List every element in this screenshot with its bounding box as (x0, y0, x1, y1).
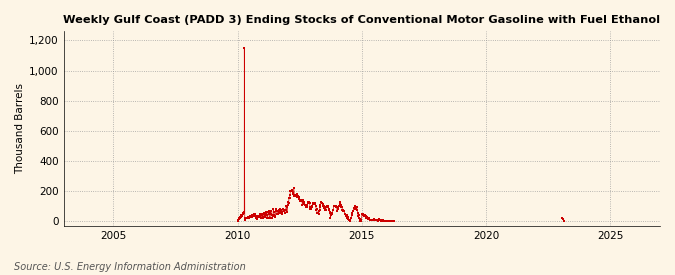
Title: Weekly Gulf Coast (PADD 3) Ending Stocks of Conventional Motor Gasoline with Fue: Weekly Gulf Coast (PADD 3) Ending Stocks… (63, 15, 660, 25)
Text: Source: U.S. Energy Information Administration: Source: U.S. Energy Information Administ… (14, 262, 245, 272)
Y-axis label: Thousand Barrels: Thousand Barrels (15, 83, 25, 174)
